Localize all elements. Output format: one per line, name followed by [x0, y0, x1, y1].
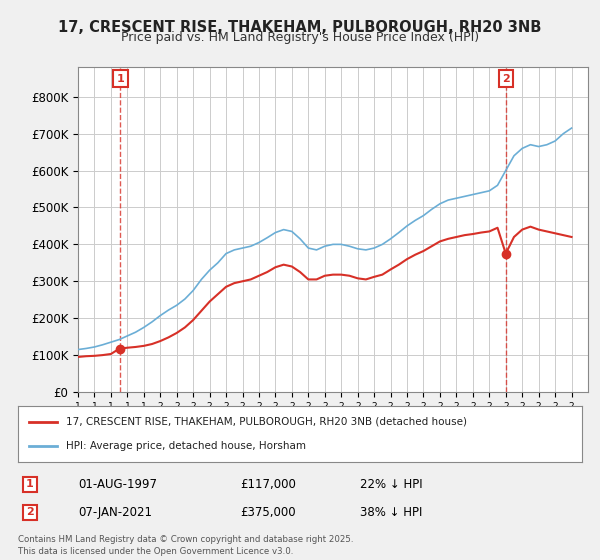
- Text: £117,000: £117,000: [240, 478, 296, 491]
- Text: Contains HM Land Registry data © Crown copyright and database right 2025.
This d: Contains HM Land Registry data © Crown c…: [18, 535, 353, 556]
- Text: 22% ↓ HPI: 22% ↓ HPI: [360, 478, 422, 491]
- Text: 2: 2: [26, 507, 34, 517]
- Text: Price paid vs. HM Land Registry's House Price Index (HPI): Price paid vs. HM Land Registry's House …: [121, 31, 479, 44]
- Text: 38% ↓ HPI: 38% ↓ HPI: [360, 506, 422, 519]
- Text: HPI: Average price, detached house, Horsham: HPI: Average price, detached house, Hors…: [66, 441, 306, 451]
- Text: £375,000: £375,000: [240, 506, 296, 519]
- Text: 1: 1: [116, 74, 124, 83]
- Text: 07-JAN-2021: 07-JAN-2021: [78, 506, 152, 519]
- Text: 17, CRESCENT RISE, THAKEHAM, PULBOROUGH, RH20 3NB (detached house): 17, CRESCENT RISE, THAKEHAM, PULBOROUGH,…: [66, 417, 467, 427]
- Text: 1: 1: [26, 479, 34, 489]
- Text: 17, CRESCENT RISE, THAKEHAM, PULBOROUGH, RH20 3NB: 17, CRESCENT RISE, THAKEHAM, PULBOROUGH,…: [58, 20, 542, 35]
- Text: 2: 2: [502, 74, 510, 83]
- Text: 01-AUG-1997: 01-AUG-1997: [78, 478, 157, 491]
